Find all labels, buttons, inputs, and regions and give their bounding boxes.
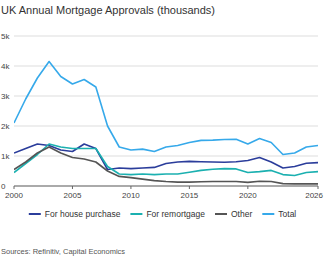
y-tick-label: 1k (1, 152, 10, 161)
x-tick (318, 186, 319, 189)
grid-line (14, 96, 318, 97)
legend-swatch (130, 213, 142, 215)
x-tick-label: 2015 (180, 191, 198, 200)
x-tick-label: 2026 (305, 191, 323, 200)
title: UK Annual Mortgage Approvals (thousands) (1, 4, 215, 16)
series-line (14, 62, 318, 155)
x-tick-label: 2010 (122, 191, 140, 200)
grid-line (14, 126, 318, 127)
x-tick (130, 186, 131, 189)
legend-item: Total (262, 209, 296, 219)
grid-line (14, 156, 318, 157)
x-tick-label: 2000 (5, 191, 23, 200)
series-line (14, 147, 318, 184)
legend-item: For remortgage (130, 209, 205, 219)
legend-item: For house purchase (29, 209, 121, 219)
legend-label: For remortgage (146, 209, 205, 219)
x-tick (14, 186, 15, 189)
legend-label: For house purchase (45, 209, 121, 219)
legend-item: Other (215, 209, 252, 219)
y-tick-label: 0 (1, 182, 6, 191)
series-line (14, 144, 318, 176)
x-tick-label: 2020 (239, 191, 257, 200)
plot-area (14, 62, 318, 184)
legend-swatch (262, 213, 274, 215)
y-tick-label: 3k (1, 92, 10, 101)
legend-label: Total (278, 209, 296, 219)
legend-swatch (29, 213, 41, 215)
legend-swatch (215, 213, 227, 215)
grid-line (14, 186, 318, 187)
x-tick-label: 2005 (64, 191, 82, 200)
grid-line (14, 66, 318, 67)
x-tick (72, 186, 73, 189)
y-tick-label: 4k (1, 62, 10, 71)
legend-label: Other (231, 209, 252, 219)
y-tick-label: 2k (1, 122, 10, 131)
legend: For house purchase For remortgage Other Tot… (29, 209, 297, 219)
x-tick (247, 186, 248, 189)
x-tick (189, 186, 190, 189)
y-tick-label: 5k (1, 32, 10, 41)
grid-line (14, 36, 318, 37)
x-axis (14, 186, 318, 187)
chart: UK Annual Mortgage Approvals (thousands)… (0, 0, 325, 273)
source: Sources: Refinitiv, Capital Economics (1, 247, 125, 256)
